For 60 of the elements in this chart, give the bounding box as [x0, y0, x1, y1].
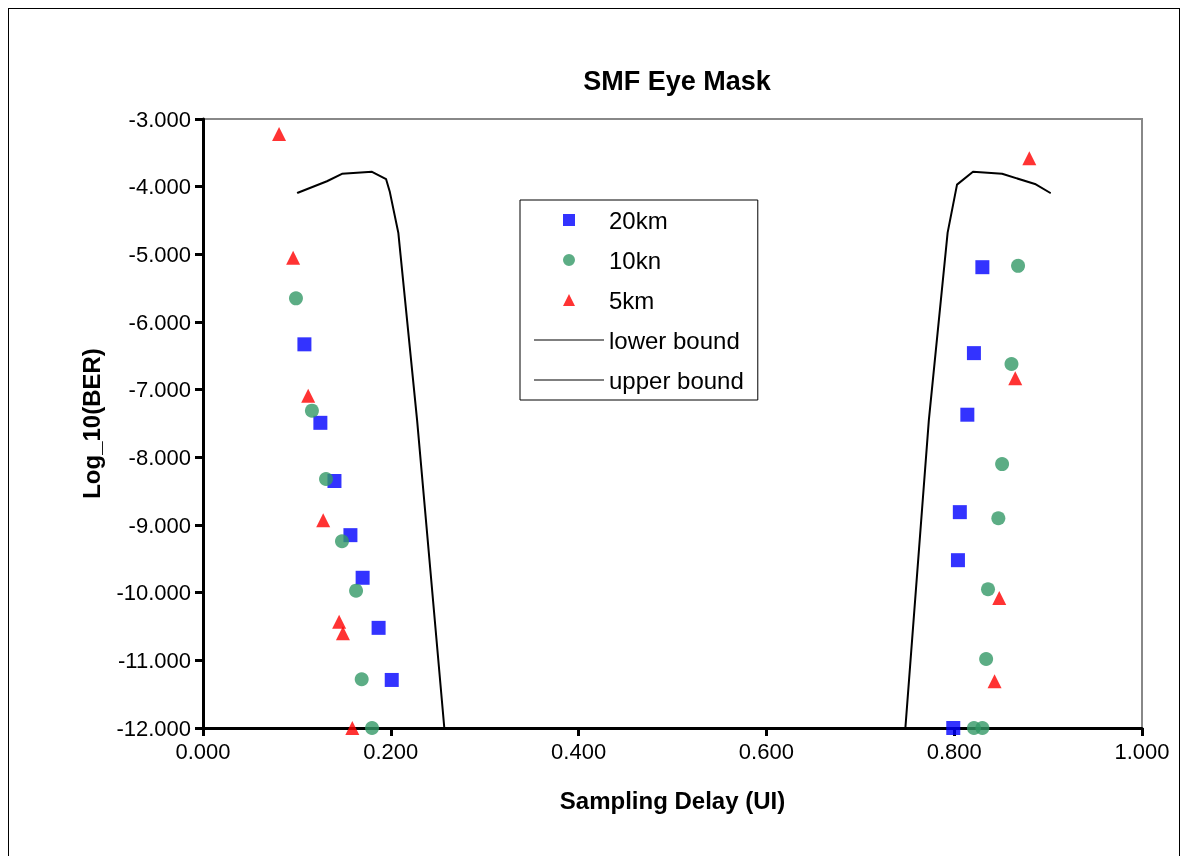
legend-label: lower bound — [609, 326, 740, 354]
point — [1011, 258, 1026, 273]
y-tick-label: -10.000 — [116, 580, 191, 606]
point — [987, 674, 1002, 689]
y-tick-label: -3.000 — [128, 106, 191, 132]
point — [1008, 371, 1023, 386]
point — [301, 388, 316, 403]
point — [286, 250, 301, 265]
x-tick-label: 0.400 — [551, 738, 607, 764]
legend-label: 5km — [609, 286, 655, 314]
y-tick-label: -4.000 — [128, 174, 191, 200]
point — [272, 126, 287, 141]
point — [966, 346, 981, 361]
point — [354, 672, 369, 687]
point — [981, 582, 995, 597]
point — [313, 415, 328, 430]
legend-label: 20km — [609, 206, 668, 234]
point — [332, 614, 347, 629]
point — [950, 553, 965, 568]
legend-label: upper bound — [609, 366, 744, 394]
point — [319, 471, 334, 486]
y-tick-label: -8.000 — [128, 444, 191, 470]
y-tick-label: -5.000 — [128, 241, 191, 267]
point — [304, 403, 319, 418]
point — [371, 620, 386, 635]
point — [979, 651, 994, 666]
point — [1004, 356, 1019, 371]
y-tick-label: -9.000 — [128, 512, 191, 538]
x-tick-label: 1.000 — [1114, 738, 1170, 764]
point — [345, 721, 360, 735]
chart-title: SMF Eye Mask — [583, 65, 772, 96]
point — [335, 626, 350, 641]
y-axis-title: Log_10(BER) — [77, 348, 105, 499]
point — [288, 291, 303, 306]
point — [995, 457, 1010, 472]
y-tick-label: -7.000 — [128, 377, 191, 403]
point — [1022, 151, 1037, 166]
y-tick-label: -12.000 — [116, 715, 191, 741]
x-tick-label: 0.200 — [363, 738, 419, 764]
point — [991, 511, 1006, 526]
x-axis-title: Sampling Delay (UI) — [559, 786, 786, 814]
point — [960, 407, 975, 422]
point — [952, 505, 967, 520]
point — [975, 260, 990, 275]
point — [365, 721, 380, 735]
point — [384, 672, 399, 687]
x-tick-label: 0.600 — [738, 738, 794, 764]
point — [297, 337, 312, 352]
point — [992, 591, 1007, 606]
y-tick-label: -6.000 — [128, 309, 191, 335]
point — [355, 570, 370, 585]
point — [946, 721, 961, 735]
point — [316, 513, 331, 528]
x-tick-label: 0.000 — [175, 738, 231, 764]
legend-label: 10kn — [609, 246, 662, 274]
point — [349, 583, 364, 598]
x-tick-label: 0.800 — [926, 738, 982, 764]
y-tick-label: -11.000 — [118, 647, 191, 673]
point — [334, 534, 349, 549]
point — [975, 721, 990, 735]
